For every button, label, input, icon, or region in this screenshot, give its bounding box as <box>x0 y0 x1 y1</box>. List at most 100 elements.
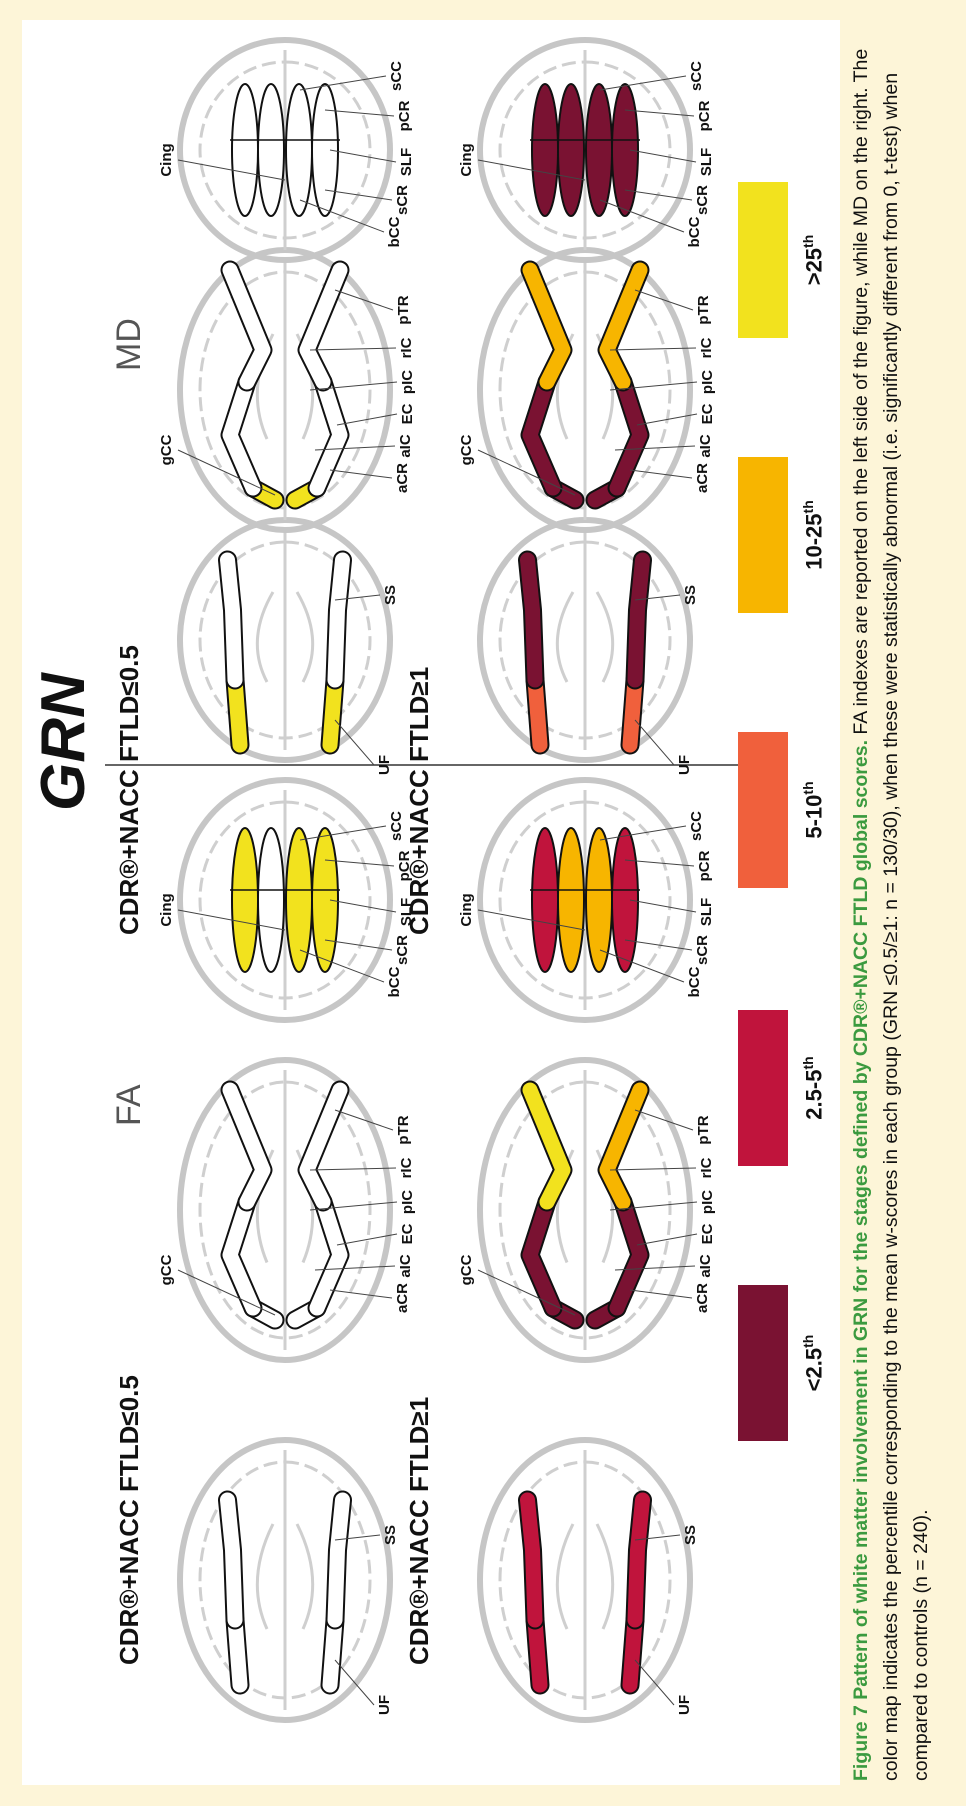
region-label: UF <box>676 755 693 775</box>
leader-line <box>609 347 697 351</box>
leader-line <box>324 109 395 117</box>
region-label: Cing <box>458 893 475 926</box>
legend-label: 10-25th <box>800 500 827 570</box>
leader-line <box>634 1109 694 1131</box>
leader-line <box>299 825 387 841</box>
tract <box>222 1082 271 1210</box>
legend-label: 5-10th <box>800 781 827 838</box>
tract <box>609 1194 648 1316</box>
leader-line <box>329 1289 393 1299</box>
region-label: EC <box>399 1223 416 1244</box>
region-label: sCR <box>394 935 411 965</box>
leader-line <box>299 75 387 91</box>
legend-label: <2.5th <box>800 1335 827 1392</box>
brain-panel: gCC aCR aIC EC pIC rIC pTR <box>458 1057 716 1363</box>
region-label: rIC <box>698 1157 715 1178</box>
tract <box>599 262 648 390</box>
leader-line <box>614 445 696 451</box>
tract <box>309 1194 348 1316</box>
legend-swatch <box>738 1010 788 1166</box>
region-label: SLF <box>698 898 715 926</box>
figure-title: GRN <box>29 673 98 811</box>
tract <box>522 262 571 390</box>
leader-line <box>609 1201 698 1211</box>
tract <box>299 262 348 390</box>
region-label: UF <box>376 1695 393 1715</box>
legend-value: 5-10 <box>801 794 827 839</box>
legend-swatch <box>738 457 788 613</box>
legend-suffix: th <box>800 234 816 248</box>
tract <box>257 83 285 217</box>
region-label: SS <box>382 585 399 605</box>
brain-outline <box>477 37 693 263</box>
region-label: pTR <box>695 295 712 324</box>
leader-line <box>309 347 397 351</box>
tract <box>527 1612 548 1693</box>
tract <box>309 374 348 496</box>
leader-line <box>334 289 394 311</box>
tract <box>531 83 559 217</box>
legend-value: 10-25 <box>801 513 827 570</box>
leader-line <box>624 189 693 201</box>
region-label: sCR <box>694 185 711 215</box>
tract <box>531 827 559 973</box>
leader-line <box>477 1269 576 1316</box>
region-label: sCR <box>394 185 411 215</box>
region-label: sCC <box>688 811 705 841</box>
leader-line <box>329 149 397 163</box>
leader-line <box>334 1109 394 1131</box>
tract <box>622 1612 643 1693</box>
region-label: rIC <box>698 337 715 358</box>
region-label: aIC <box>697 1254 714 1278</box>
region-label: bCC <box>386 216 403 247</box>
leader-line <box>477 449 576 496</box>
leader-line <box>477 159 586 181</box>
brain-outline <box>477 777 693 1023</box>
legend-label: 2.5-5th <box>800 1056 827 1119</box>
leader-line <box>636 413 698 426</box>
region-label: bCC <box>686 216 703 247</box>
region-label: UF <box>676 1695 693 1715</box>
leader-line <box>624 859 695 867</box>
region-label: pTR <box>395 1115 412 1144</box>
region-label: gCC <box>158 1254 175 1285</box>
region-label: aIC <box>397 434 414 458</box>
region-label: pTR <box>695 1115 712 1144</box>
tract <box>222 1194 261 1316</box>
leader-line <box>336 413 398 426</box>
brain-outline <box>477 1437 693 1723</box>
brain-outline <box>177 777 393 1023</box>
leader-line <box>477 909 586 931</box>
region-label: aCR <box>694 463 711 493</box>
brain-panel: UF SS <box>177 517 399 775</box>
leader-line <box>624 109 695 117</box>
tract <box>522 1082 571 1210</box>
legend-value: <2.5 <box>801 1347 827 1392</box>
legend-suffix: th <box>800 500 816 514</box>
region-label: sCC <box>688 61 705 91</box>
region-label: EC <box>399 403 416 424</box>
legend-swatch <box>738 1285 788 1441</box>
leader-line <box>629 1289 693 1299</box>
tract <box>557 83 585 217</box>
tract <box>611 83 639 217</box>
brain-ventricle <box>555 1523 615 1630</box>
tract <box>520 552 543 688</box>
region-label: pIC <box>399 1190 416 1214</box>
tract <box>231 827 259 973</box>
region-label: pCR <box>396 100 413 131</box>
brain-outline <box>177 1437 393 1723</box>
region-label: gCC <box>158 434 175 465</box>
leader-line <box>177 1269 276 1316</box>
leader-line <box>334 594 381 601</box>
leader-line <box>324 939 393 951</box>
brain-panel: UF SS <box>477 1437 699 1723</box>
tract <box>585 83 613 217</box>
brain-outline <box>477 1057 693 1363</box>
region-label: Cing <box>458 143 475 176</box>
region-label: rIC <box>398 337 415 358</box>
legend-value: 2.5-5 <box>801 1069 827 1120</box>
